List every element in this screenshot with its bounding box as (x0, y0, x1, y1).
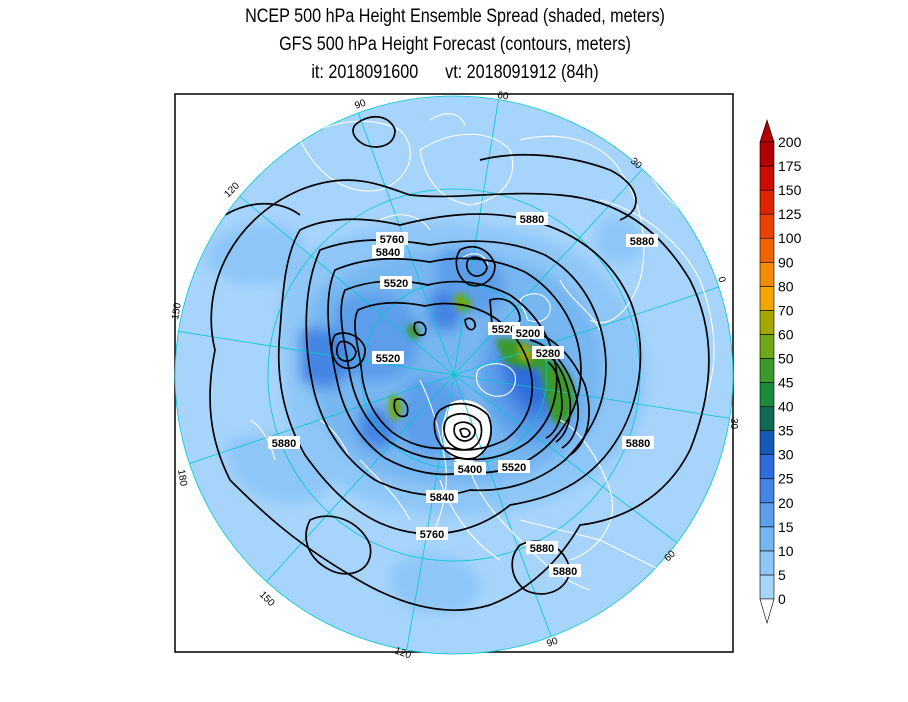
svg-text:5880: 5880 (553, 566, 577, 578)
colorbar-swatch (759, 550, 775, 576)
contour-label: 5520 (380, 276, 412, 290)
colorbar-label: 45 (778, 375, 794, 391)
colorbar-label: 200 (778, 134, 802, 150)
svg-text:5200: 5200 (516, 328, 540, 340)
svg-text:5880: 5880 (530, 543, 554, 555)
colorbar-swatch (759, 430, 775, 455)
lon-label: 0 (715, 275, 727, 284)
svg-text:5280: 5280 (536, 348, 560, 360)
colorbar-swatch (759, 478, 775, 504)
svg-text:5880: 5880 (272, 438, 296, 450)
svg-text:5880: 5880 (520, 214, 544, 226)
colorbar-label: 150 (778, 182, 802, 198)
lon-label: 60 (497, 90, 510, 103)
lon-label: 90 (353, 98, 368, 112)
colorbar-label: 50 (778, 350, 794, 366)
svg-text:5520: 5520 (376, 353, 400, 365)
svg-text:5840: 5840 (430, 492, 454, 504)
svg-text:5520: 5520 (492, 324, 516, 336)
lon-label: 180 (175, 469, 189, 488)
colorbar-swatch (759, 574, 775, 600)
svg-text:5760: 5760 (420, 529, 444, 541)
contour-label: 5880 (268, 436, 300, 450)
colorbar-swatch (759, 502, 775, 528)
colorbar-swatch (759, 141, 775, 167)
contour-label: 5880 (626, 234, 658, 248)
colorbar-label: 80 (778, 278, 794, 294)
colorbar-swatch (759, 334, 775, 359)
contour-label: 5880 (549, 564, 581, 578)
colorbar-max-arrow (759, 119, 775, 143)
contour-label: 5760 (416, 527, 448, 541)
colorbar-swatch (759, 286, 775, 311)
colorbar-label: 15 (778, 519, 794, 535)
contour-label: 5880 (622, 436, 654, 450)
colorbar-label: 125 (778, 206, 802, 222)
colorbar-label: 60 (778, 326, 794, 342)
title-line-3: it: 2018091600 vt: 2018091912 (84h) (311, 62, 599, 83)
colorbar-swatch (759, 189, 775, 215)
colorbar-label: 10 (778, 543, 794, 559)
height-contours (209, 116, 710, 612)
svg-text:5520: 5520 (384, 278, 408, 290)
contour-label: 5200 (512, 326, 544, 340)
contour-label: 5840 (426, 490, 458, 504)
colorbar-swatch (759, 237, 775, 263)
colorbar-min-arrow (759, 598, 775, 625)
colorbar-label: 0 (778, 591, 786, 607)
colorbar-label: 20 (778, 495, 794, 511)
svg-text:5400: 5400 (458, 464, 482, 476)
colorbar-label: 30 (778, 447, 794, 463)
svg-text:5520: 5520 (502, 462, 526, 474)
colorbar-label: 40 (778, 399, 794, 415)
contour-label: 5760 (376, 232, 408, 246)
lon-label: 90 (545, 636, 560, 650)
colorbar-swatch (759, 358, 775, 383)
colorbar-swatch (759, 213, 775, 239)
colorbar-label: 25 (778, 471, 794, 487)
contour-label: 5520 (498, 460, 530, 474)
colorbar-label: 5 (778, 567, 786, 583)
svg-text:5840: 5840 (376, 247, 400, 259)
colorbar-label: 90 (778, 254, 794, 270)
colorbar-label: 100 (778, 230, 802, 246)
svg-text:5880: 5880 (630, 236, 654, 248)
colorbar-swatch (759, 261, 775, 287)
colorbar-swatch (759, 382, 775, 407)
colorbar-swatch (759, 406, 775, 431)
contour-label: 5880 (516, 212, 548, 226)
colorbar-label: 175 (778, 158, 802, 174)
svg-text:5880: 5880 (626, 438, 650, 450)
svg-text:5760: 5760 (380, 234, 404, 246)
colorbar-label: 70 (778, 302, 794, 318)
lon-label: 30 (728, 418, 739, 430)
colorbar-swatch (759, 526, 775, 552)
colorbar-label: 35 (778, 423, 794, 439)
title-line-1: NCEP 500 hPa Height Ensemble Spread (sha… (245, 6, 665, 27)
contour-label: 5840 (372, 245, 404, 259)
colorbar-swatch (759, 165, 775, 191)
title-line-2: GFS 500 hPa Height Forecast (contours, m… (279, 34, 631, 55)
colorbar-swatch (759, 310, 775, 335)
colorbar-swatch (759, 454, 775, 480)
colorbar: 0 5 10 15 20 25 30 35 40 45 50 60 70 80 90 100 125 150 175… (759, 119, 802, 625)
contour-labels: 5760 5840 5520 5880 5880 5520 5520 5200 … (268, 212, 658, 578)
contour-label: 5880 (526, 541, 558, 555)
lon-label: 150 (170, 302, 184, 321)
contour-label: 5400 (454, 462, 486, 476)
contour-label: 5280 (532, 346, 564, 360)
contour-label: 5520 (372, 351, 404, 365)
